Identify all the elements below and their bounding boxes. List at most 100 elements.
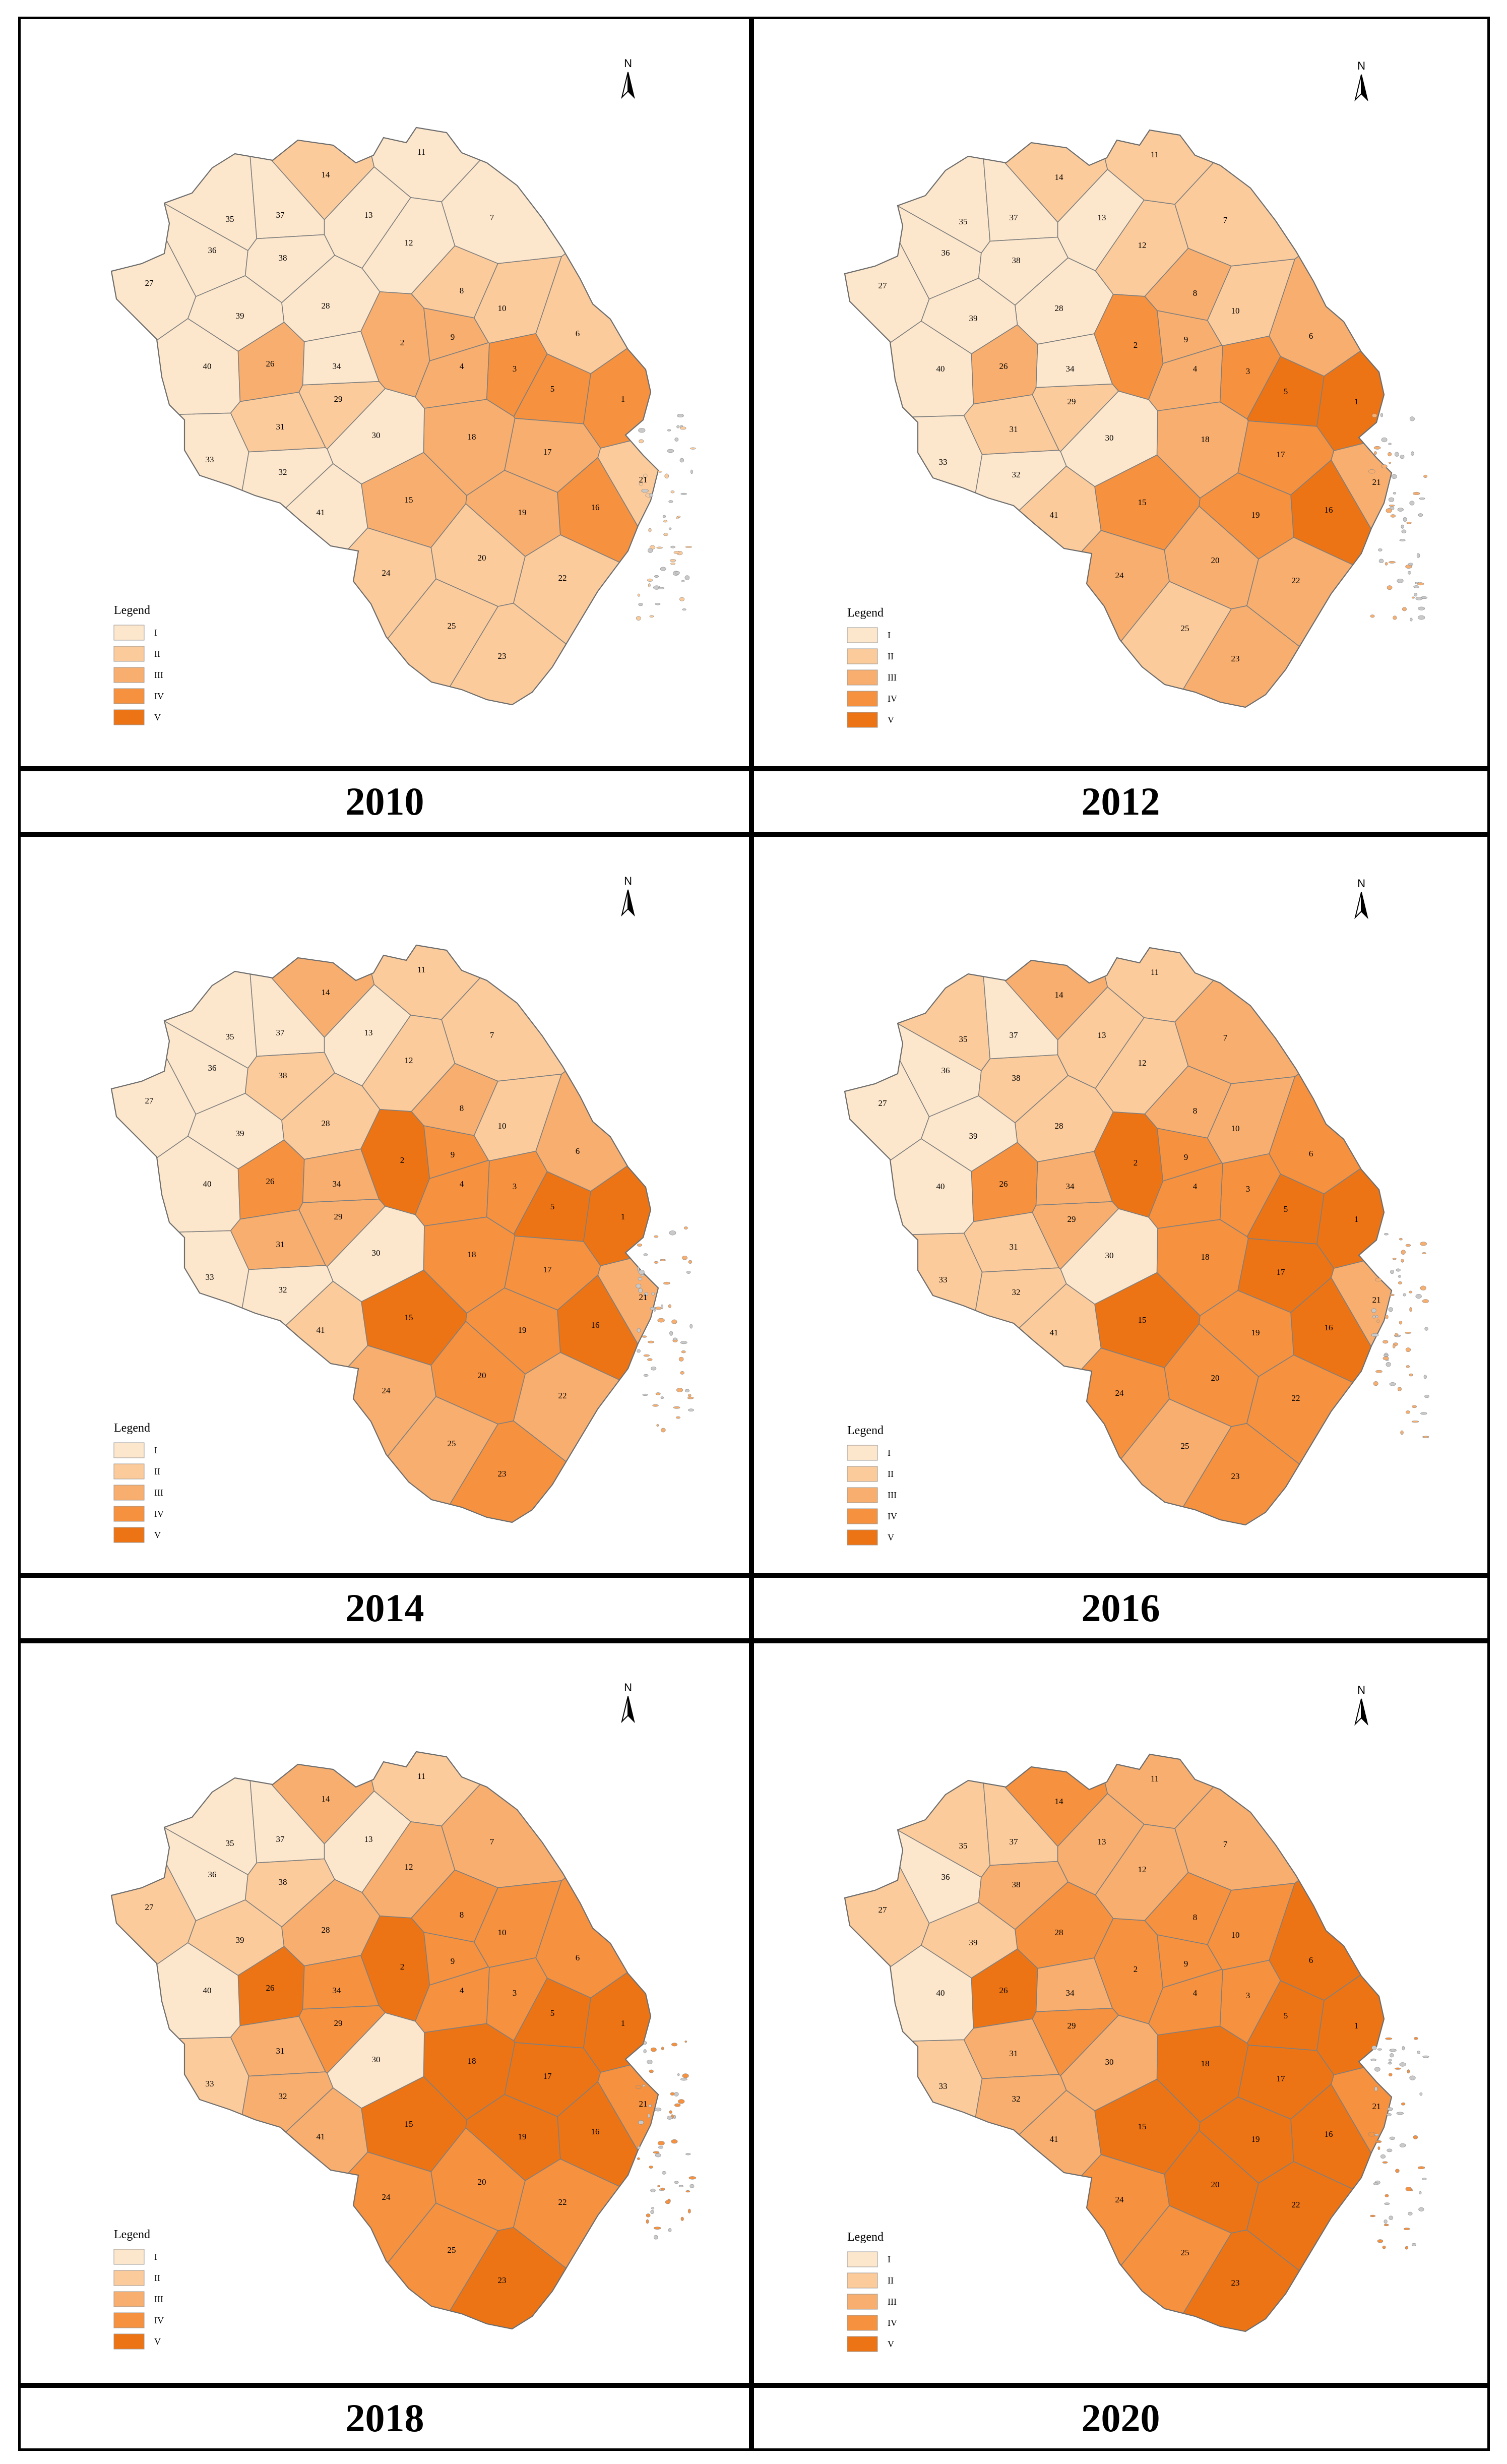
region-label-13: 13: [1098, 213, 1106, 222]
region-label-4: 4: [460, 361, 464, 371]
region-label-10: 10: [1231, 306, 1240, 316]
region-label-8: 8: [460, 1103, 464, 1113]
region-label-5: 5: [550, 1202, 555, 1211]
legend-title: Legend: [114, 2228, 150, 2241]
region-label-32: 32: [1012, 2094, 1021, 2104]
region-label-6: 6: [1309, 331, 1313, 341]
region-label-39: 39: [236, 1129, 244, 1138]
offshore-islands: [636, 1226, 694, 1433]
region-label-37: 37: [1010, 1030, 1019, 1040]
region-label-13: 13: [1098, 1030, 1106, 1040]
region-label-40: 40: [936, 1988, 945, 1998]
legend-swatch-IV: [847, 2315, 878, 2331]
region-label-31: 31: [276, 1240, 285, 1249]
region-label-1: 1: [621, 394, 625, 404]
region-label-26: 26: [266, 1177, 275, 1186]
region-label-3: 3: [513, 364, 517, 374]
region-label-15: 15: [1138, 1315, 1147, 1325]
region-label-36: 36: [941, 248, 950, 258]
year-label: 2010: [345, 779, 424, 823]
region-label-14: 14: [1055, 1797, 1064, 1806]
region-10: [473, 256, 562, 344]
region-10: [1207, 1076, 1295, 1164]
region-label-10: 10: [498, 303, 507, 313]
legend-swatch-I: [113, 1442, 145, 1458]
region-label-28: 28: [322, 301, 330, 311]
region-label-11: 11: [1151, 967, 1159, 977]
region-label-6: 6: [576, 329, 580, 338]
region-label-28: 28: [1055, 303, 1063, 313]
legend-swatch-I: [847, 2251, 878, 2267]
offshore-islands: [1368, 413, 1428, 622]
region-label-7: 7: [490, 1030, 494, 1040]
region-label-16: 16: [1325, 2129, 1333, 2139]
region-label-9: 9: [1184, 1959, 1188, 1968]
legend-label-I: I: [888, 1448, 891, 1458]
legend-swatch-V: [847, 712, 878, 728]
region-label-2: 2: [1134, 1964, 1138, 1974]
region-label-24: 24: [382, 1386, 391, 1395]
legend-swatch-V: [113, 709, 145, 725]
region-label-24: 24: [1115, 2195, 1124, 2204]
region-label-30: 30: [372, 430, 381, 440]
region-label-15: 15: [1138, 498, 1147, 507]
region-label-4: 4: [1193, 364, 1198, 374]
region-label-38: 38: [1012, 1073, 1021, 1083]
choropleth-map-svg: 1234567891011121314151617181920212223242…: [844, 1684, 1429, 2352]
year-label: 2020: [1081, 2396, 1160, 2440]
region-label-26: 26: [266, 359, 275, 368]
region-label-18: 18: [1201, 2059, 1210, 2068]
region-label-23: 23: [1231, 1471, 1240, 1481]
region-label-2: 2: [400, 1962, 405, 1972]
study-area-outline: [844, 1753, 1393, 2332]
region-label-14: 14: [322, 1794, 331, 1804]
legend-label-II: II: [154, 2273, 160, 2283]
region-label-13: 13: [364, 210, 373, 220]
region-label-13: 13: [364, 1028, 373, 1037]
region-label-7: 7: [1223, 215, 1228, 225]
region-label-29: 29: [334, 1212, 343, 1221]
region-label-37: 37: [1010, 213, 1019, 222]
region-label-27: 27: [145, 1902, 154, 1912]
region-label-16: 16: [591, 2127, 600, 2136]
region-label-37: 37: [276, 1834, 285, 1844]
region-label-34: 34: [1066, 364, 1075, 374]
region-label-28: 28: [1055, 1121, 1063, 1131]
region-label-36: 36: [208, 1870, 217, 1879]
legend-label-III: III: [154, 2294, 163, 2304]
region-label-27: 27: [878, 1905, 888, 1915]
region-label-26: 26: [999, 1179, 1008, 1189]
region-label-12: 12: [405, 238, 413, 248]
region-label-17: 17: [1277, 2074, 1286, 2083]
legend-label-I: I: [888, 630, 891, 640]
region-label-41: 41: [1050, 1328, 1058, 1337]
legend-swatch-I: [113, 2249, 145, 2265]
region-label-15: 15: [1138, 2122, 1147, 2131]
region-label-36: 36: [941, 1066, 950, 1075]
legend-label-III: III: [888, 1490, 897, 1500]
region-label-26: 26: [999, 1986, 1008, 1995]
region-label-21: 21: [639, 1292, 648, 1302]
region-label-6: 6: [576, 1953, 580, 1962]
region-label-29: 29: [334, 2018, 343, 2028]
legend-swatch-IV: [113, 688, 145, 704]
region-label-20: 20: [478, 553, 486, 563]
region-label-35: 35: [959, 217, 968, 226]
region-label-17: 17: [543, 2071, 552, 2081]
region-label-35: 35: [226, 214, 234, 224]
region-label-25: 25: [1181, 2248, 1189, 2257]
legend-label-III: III: [888, 2297, 897, 2307]
legend-swatch-IV: [113, 1506, 145, 1522]
legend-label-I: I: [154, 2252, 157, 2262]
region-label-24: 24: [382, 2192, 391, 2202]
region-label-30: 30: [372, 2055, 381, 2064]
region-10: [473, 1880, 562, 1968]
region-label-41: 41: [1050, 2134, 1058, 2144]
region-label-20: 20: [1211, 2180, 1220, 2189]
region-label-25: 25: [1181, 1441, 1189, 1451]
legend-label-II: II: [888, 1469, 894, 1479]
region-34: [302, 1955, 380, 2010]
